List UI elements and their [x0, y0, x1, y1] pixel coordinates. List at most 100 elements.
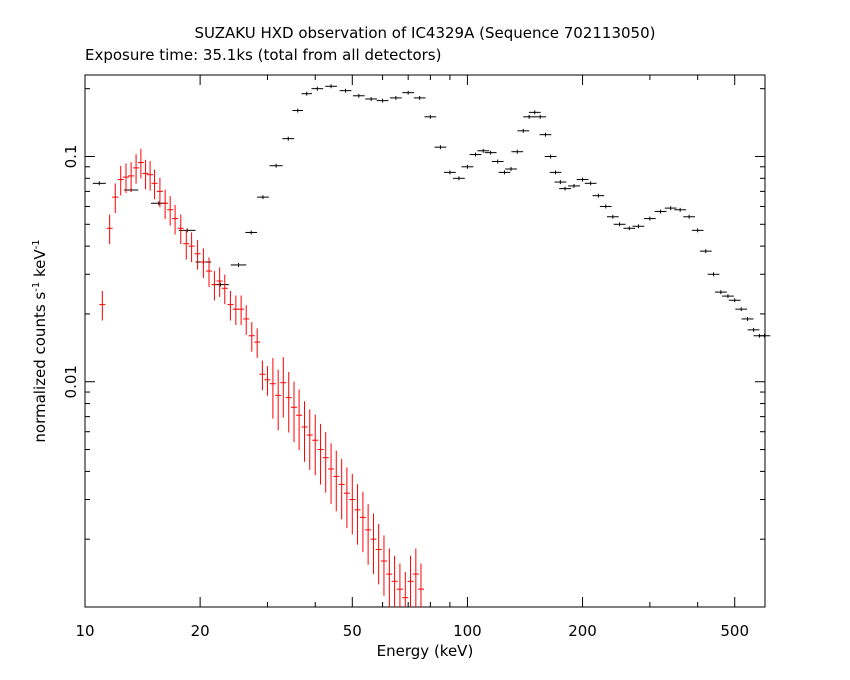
chart-title: SUZAKU HXD observation of IC4329A (Seque… [195, 24, 656, 42]
data-point [691, 228, 704, 233]
data-point [699, 249, 712, 254]
data-point [539, 132, 552, 137]
data-point [498, 170, 511, 175]
data-point [376, 98, 389, 103]
data-point [758, 333, 771, 338]
data-point [453, 176, 465, 181]
x-tick-label: 10 [75, 622, 94, 640]
data-point [301, 401, 308, 462]
y-tick-label: 0.01 [62, 365, 80, 398]
data-point [402, 572, 409, 607]
data-point [413, 95, 426, 100]
data-point [380, 535, 387, 596]
data-point [417, 563, 424, 607]
data-point [280, 357, 287, 418]
x-tick-label: 20 [191, 622, 210, 640]
data-point [254, 328, 261, 358]
data-point [142, 159, 149, 190]
data-point [523, 114, 536, 119]
y-axis-label-sup2: -1 [31, 239, 42, 249]
data-point [172, 204, 179, 235]
data-point [434, 145, 447, 150]
data-point [741, 317, 754, 321]
data-point [257, 195, 269, 200]
plot-frame [84, 74, 766, 608]
data-point [511, 149, 524, 154]
data-point [112, 183, 119, 214]
data-point [232, 295, 239, 326]
data-point [230, 263, 247, 267]
data-point [227, 290, 234, 321]
x-axis-label: Energy (keV) [377, 642, 474, 660]
data-point [238, 295, 245, 326]
data-point [654, 209, 667, 214]
data-point [206, 257, 213, 287]
data-point [505, 167, 517, 171]
data-point [606, 214, 619, 219]
data-point [292, 108, 303, 113]
x-tick-label: 100 [453, 622, 482, 640]
data-point [477, 148, 490, 153]
data-point [491, 159, 504, 164]
y-axis-label-sup1: -1 [31, 282, 42, 292]
data-point [282, 136, 295, 141]
data-point [291, 381, 298, 443]
data-point [162, 189, 169, 220]
data-point [370, 513, 377, 575]
data-point [349, 473, 356, 535]
data-point [544, 154, 557, 159]
data-point [269, 163, 283, 168]
y-tick-label: 0.1 [62, 145, 80, 169]
series-0 [92, 84, 771, 338]
data-point [386, 548, 393, 607]
data-point [194, 240, 201, 270]
y-axis-label-unit: keV [31, 249, 49, 282]
data-point [264, 366, 271, 396]
data-point [632, 224, 645, 229]
data-point [328, 443, 335, 504]
data-point [644, 216, 656, 221]
data-point [167, 196, 174, 226]
data-point [338, 458, 345, 520]
data-point [407, 555, 414, 607]
data-point [584, 181, 597, 186]
data-point [322, 432, 329, 493]
data-point [559, 186, 571, 191]
data-point [576, 177, 589, 182]
data-point [306, 409, 313, 470]
data-point [339, 88, 352, 93]
data-point [311, 86, 324, 91]
data-point [461, 164, 474, 169]
chart-subtitle: Exposure time: 35.1ks (total from all de… [85, 46, 441, 64]
y-axis-ticks: 0.01 0.1 [62, 88, 765, 608]
data-point [714, 290, 727, 295]
data-point [106, 214, 113, 245]
data-point [365, 504, 372, 565]
data-point [128, 162, 135, 192]
data-point [396, 563, 403, 607]
data-series [92, 84, 771, 607]
x-tick-label: 500 [720, 622, 749, 640]
data-point [317, 423, 324, 485]
data-point [747, 327, 760, 332]
data-point [269, 358, 276, 419]
x-tick-label: 200 [568, 622, 597, 640]
data-point [592, 193, 605, 198]
data-point [528, 110, 541, 115]
data-point [599, 204, 612, 209]
data-point [722, 294, 734, 299]
data-point [343, 467, 350, 529]
data-point [484, 150, 497, 155]
data-point [554, 180, 567, 185]
data-point [200, 248, 207, 278]
data-point [333, 450, 340, 512]
data-point [683, 214, 696, 219]
data-point [178, 228, 196, 233]
data-point [248, 322, 255, 352]
data-point [325, 84, 337, 89]
data-point [412, 548, 419, 607]
data-point [424, 114, 437, 119]
data-point [117, 165, 124, 196]
data-point [99, 290, 106, 321]
y-axis-label-text: normalized counts s [31, 292, 49, 443]
